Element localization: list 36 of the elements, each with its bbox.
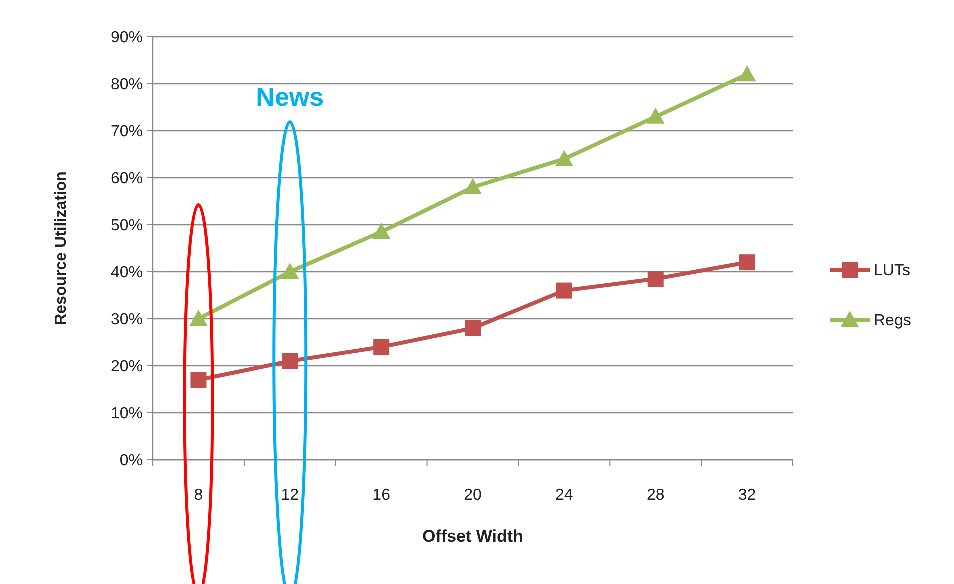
x-tick-label: 8: [194, 487, 204, 504]
y-tick-label: 20%: [110, 358, 143, 376]
point: [646, 108, 665, 124]
y-tick-label: 80%: [110, 76, 143, 94]
y-axis-title: Resource Utilization: [53, 172, 70, 326]
x-axis-title: Offset Width: [422, 527, 524, 546]
point: [374, 339, 390, 356]
point: [281, 263, 300, 279]
legend-label: LUTs: [874, 262, 910, 280]
y-tick-label: 0%: [120, 452, 143, 470]
point: [465, 320, 481, 336]
point: [555, 150, 574, 166]
point: [556, 282, 572, 299]
x-tick-label: 24: [556, 487, 574, 504]
y-tick-label: 40%: [110, 264, 143, 282]
point: [464, 178, 482, 194]
point: [739, 254, 756, 271]
y-tick-label: 90%: [110, 30, 143, 47]
point: [190, 310, 208, 326]
annotation: News: [256, 82, 324, 112]
point: [282, 353, 298, 370]
x-tick-label: 28: [646, 487, 665, 504]
x-tick-label: 16: [372, 487, 391, 504]
y-tick-label: 50%: [110, 218, 143, 235]
point: [738, 66, 756, 82]
x-tick-label: 20: [464, 487, 482, 504]
y-tick-label: 10%: [110, 406, 143, 423]
y-tick-label: 30%: [110, 312, 143, 329]
x-tick-label: 32: [738, 487, 756, 504]
point: [190, 372, 207, 388]
x-tick-label: 12: [281, 487, 300, 504]
point: [372, 223, 391, 240]
point: [648, 271, 664, 288]
y-tick-label: 60%: [110, 170, 143, 188]
y-tick-label: 70%: [110, 124, 143, 141]
legend-label: Regs: [874, 312, 912, 330]
